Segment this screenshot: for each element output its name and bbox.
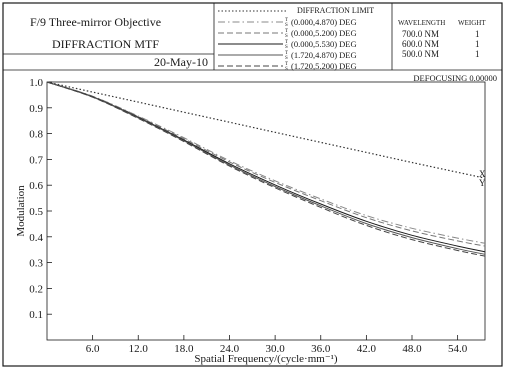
x-tick-label: 18.0 bbox=[174, 343, 194, 355]
legend-tag-tangential: T bbox=[285, 18, 288, 23]
weight-value: 1 bbox=[475, 49, 480, 59]
legend-tag-tangential: T bbox=[285, 29, 288, 34]
x-axis-label: Spatial Frequency/(cycle·mm⁻¹) bbox=[194, 353, 338, 365]
weight-value: 1 bbox=[475, 29, 480, 39]
plot-area bbox=[46, 81, 486, 341]
x-tick-label: 12.0 bbox=[129, 343, 149, 355]
mtf-series-line-5 bbox=[46, 81, 486, 257]
legend-tag-tangential: T bbox=[285, 40, 288, 45]
legend-field-label: (0.000,5.200) DEG bbox=[291, 28, 357, 38]
y-tick-label: 1.0 bbox=[29, 77, 43, 89]
legend-tag-sagittal: S bbox=[285, 23, 288, 28]
legend-tag-sagittal: S bbox=[285, 67, 288, 72]
legend-field-label: (0.000,4.870) DEG bbox=[291, 17, 357, 27]
legend: DIFFRACTION LIMIT TS (0.000,4.870) DEGTS(… bbox=[218, 6, 374, 72]
title-line-2: DIFFRACTION MTF bbox=[52, 37, 159, 51]
x-tick-label: 6.0 bbox=[86, 343, 100, 355]
wavelength-header: WAVELENGTH bbox=[398, 19, 445, 27]
x-tick-label: 36.0 bbox=[311, 343, 331, 355]
y-tick-label: 0.1 bbox=[29, 309, 43, 321]
x-tick-label: 48.0 bbox=[402, 343, 422, 355]
end-label-y: Y bbox=[479, 178, 486, 188]
wavelength-value: 700.0 NM bbox=[402, 29, 439, 39]
y-tick-label: 0.2 bbox=[29, 283, 43, 295]
y-tick-label: 0.7 bbox=[29, 154, 43, 166]
y-tick-label: 0.3 bbox=[29, 258, 43, 270]
wavelength-value: 500.0 NM bbox=[402, 49, 439, 59]
legend-tag-sagittal: S bbox=[285, 34, 288, 39]
legend-tag-tangential: T bbox=[285, 62, 288, 67]
x-tick-label: 24.0 bbox=[220, 343, 240, 355]
legend-field-label: (1.720,4.870) DEG bbox=[291, 50, 357, 60]
legend-tag-sagittal: S bbox=[285, 56, 288, 61]
diffraction-limit-line bbox=[46, 81, 486, 179]
y-tick-label: 0.8 bbox=[29, 129, 43, 141]
x-tick-label: 54.0 bbox=[448, 343, 468, 355]
title-line-1: F/9 Three-mirror Objective bbox=[30, 15, 161, 29]
end-label-x: X bbox=[479, 169, 486, 179]
x-tick-label: 42.0 bbox=[357, 343, 377, 355]
legend-tag-sagittal: S bbox=[285, 45, 288, 50]
mtf-series-line-2 bbox=[46, 81, 486, 247]
wavelength-value: 600.0 NM bbox=[402, 39, 439, 49]
mtf-series-line-4 bbox=[46, 81, 486, 255]
mtf-series-line-3 bbox=[46, 81, 486, 253]
legend-tag-tangential: T bbox=[285, 51, 288, 56]
weight-value: 1 bbox=[475, 39, 480, 49]
y-tick-label: 0.5 bbox=[29, 206, 43, 218]
y-tick-label: 0.4 bbox=[29, 232, 43, 244]
legend-field-label: (0.000,5.530) DEG bbox=[291, 39, 357, 49]
y-axis-label: Modulation bbox=[15, 185, 27, 237]
legend-title: DIFFRACTION LIMIT bbox=[297, 6, 374, 15]
defocusing-label: DEFOCUSING 0.00000 bbox=[413, 73, 497, 83]
y-tick-label: 0.6 bbox=[29, 180, 43, 192]
date-label: 20-May-10 bbox=[154, 55, 208, 69]
legend-field-label: (1.720,5.200) DEG bbox=[291, 61, 357, 71]
weight-header: WEIGHT bbox=[458, 19, 486, 27]
wavelength-table: WAVELENGTH WEIGHT 700.0 NM 1 600.0 NM 1 500.… bbox=[398, 19, 486, 59]
y-tick-label: 0.9 bbox=[29, 103, 43, 115]
x-tick-label: 30.0 bbox=[266, 343, 286, 355]
